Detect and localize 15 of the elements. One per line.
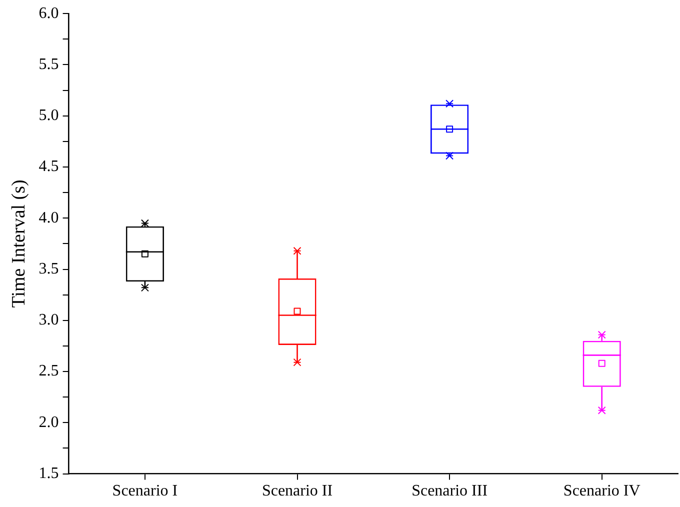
x-tick-label: Scenario I xyxy=(112,482,178,500)
y-tick-label: 2.5 xyxy=(38,362,59,380)
x-tick-label: Scenario II xyxy=(262,482,333,500)
y-tick-label: 1.5 xyxy=(38,465,59,482)
x-tick-label: Scenario IV xyxy=(563,482,641,500)
y-tick-label: 3.0 xyxy=(38,312,59,329)
y-tick-label: 3.5 xyxy=(38,260,59,278)
y-tick-label: 2.0 xyxy=(38,414,59,431)
y-tick-label: 5.0 xyxy=(38,107,59,124)
y-tick-label: 5.5 xyxy=(38,56,59,73)
y-tick-label: 6.0 xyxy=(38,4,59,22)
y-axis-title: Time Interval (s) xyxy=(8,180,30,308)
y-tick-label: 4.5 xyxy=(38,158,59,176)
x-tick-label: Scenario III xyxy=(412,482,488,500)
y-tick-label: 4.0 xyxy=(38,209,59,226)
